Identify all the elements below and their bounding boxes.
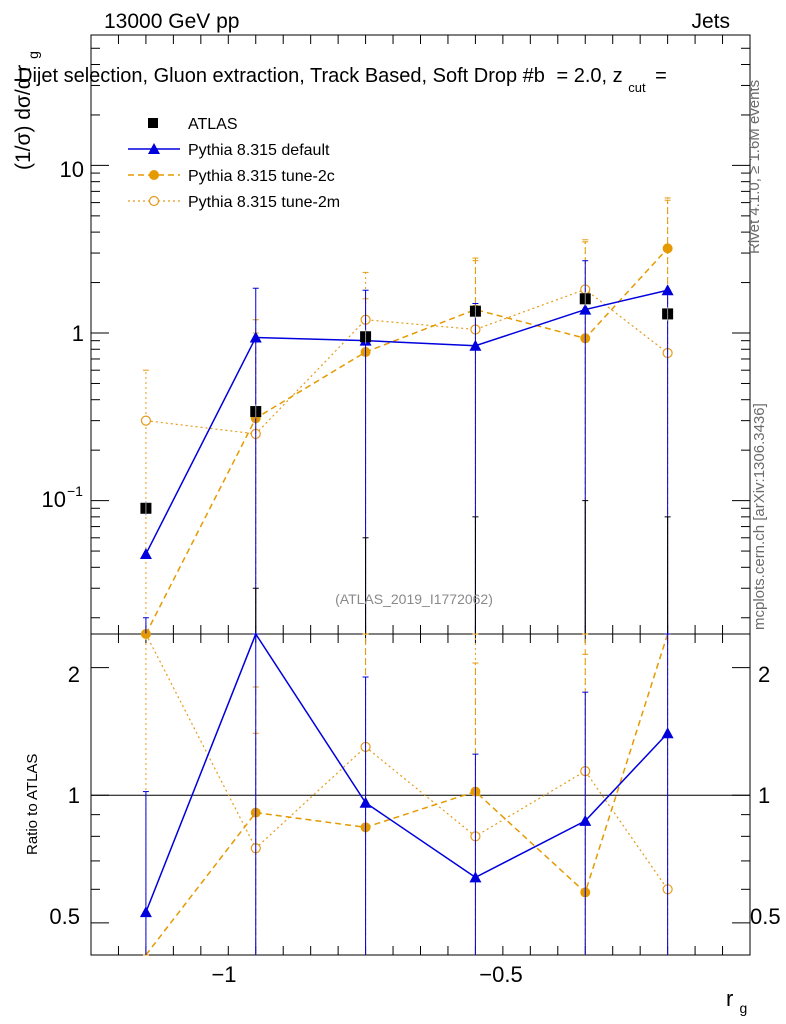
main-default-line — [145, 289, 668, 555]
y-ratio-tick-label: 2 — [68, 662, 80, 687]
category-label: Jets — [691, 10, 730, 33]
legend-tune2c-marker — [149, 170, 159, 180]
legend-atlas-label: ATLAS — [188, 116, 238, 133]
rivet-label: Rivet 4.1.0, ≥ 1.6M events — [746, 80, 763, 254]
main-ylabel-text: (1/σ) dσ/d r — [12, 65, 35, 170]
main-ylabel: (1/σ) dσ/d r g — [12, 51, 41, 170]
y-main-tick-label: 10 — [60, 157, 84, 182]
ratio-panel-frame — [90, 633, 751, 956]
legend-tune2c-label: Pythia 8.315 tune-2c — [188, 168, 335, 185]
mcplots-label: mcplots.cern.ch [arXiv:1306.3436] — [751, 403, 768, 630]
main-default-point — [661, 284, 674, 296]
legend-default-label: Pythia 8.315 default — [188, 142, 330, 159]
selection-title: Dijet selection, Gluon extraction, Track… — [18, 65, 667, 97]
main-tune2m-point — [140, 415, 152, 426]
legend-default-marker — [148, 143, 160, 154]
legend-atlas-marker — [148, 118, 158, 128]
ratio-tune2m-line — [145, 633, 669, 890]
legend: ATLAS Pythia 8.315 default Pythia 8.315 … — [128, 116, 340, 211]
y-ratio-tick-label: 1 — [68, 783, 80, 808]
y-main-tick-exp: −1 — [67, 483, 83, 499]
y-main-tick-label: 1 — [72, 321, 84, 346]
beta-text: = 2.0, z — [557, 65, 623, 87]
ratio-default-point — [579, 814, 592, 826]
y-ratio-tick-label-right: 0.5 — [750, 904, 781, 929]
ratio-default-point — [359, 796, 372, 808]
y-main-tick-label: 10 — [42, 487, 66, 512]
y-ratio-tick-label-right: 1 — [758, 783, 770, 808]
y-ratio-tick-label-right: 2 — [758, 662, 770, 687]
main-tune2c-point — [662, 243, 673, 254]
main-default-point — [139, 548, 152, 560]
cut-subscript: cut — [628, 80, 646, 95]
ratio-tune2c-line — [145, 633, 669, 956]
ratio-ylabel: Ratio to ATLAS — [24, 754, 41, 855]
ratio-default-point — [661, 727, 674, 739]
cut-equals: = — [655, 65, 667, 87]
main-default-point — [579, 303, 592, 315]
ratio-default-line — [145, 632, 669, 913]
legend-tune2m-label: Pythia 8.315 tune-2m — [188, 194, 340, 211]
xlabel: r g — [726, 986, 747, 1016]
ratio-default-point — [139, 906, 152, 918]
y-main-tick-label-base: 10 — [42, 487, 66, 512]
xlabel-sub: g — [739, 1000, 747, 1016]
ratio-default-point — [469, 871, 482, 883]
main-tune2c-line — [145, 247, 669, 635]
main-default-point — [469, 339, 482, 351]
series-layer — [139, 197, 674, 956]
y-ratio-tick-label: 0.5 — [49, 904, 80, 929]
main-tune2m-line — [145, 288, 668, 435]
x-tick-label: −1 — [211, 962, 236, 987]
analysis-watermark: (ATLAS_2019_I1772062) — [335, 591, 493, 607]
x-tick-label: −0.5 — [479, 962, 522, 987]
selection-text: Dijet selection, Gluon extraction, Track… — [18, 65, 545, 87]
xlabel-text: r — [726, 986, 733, 1011]
main-ylabel-sub: g — [25, 51, 41, 59]
main-default-point — [249, 331, 262, 343]
legend-tune2m-marker — [148, 195, 160, 207]
energy-label: 13000 GeV pp — [104, 10, 239, 33]
